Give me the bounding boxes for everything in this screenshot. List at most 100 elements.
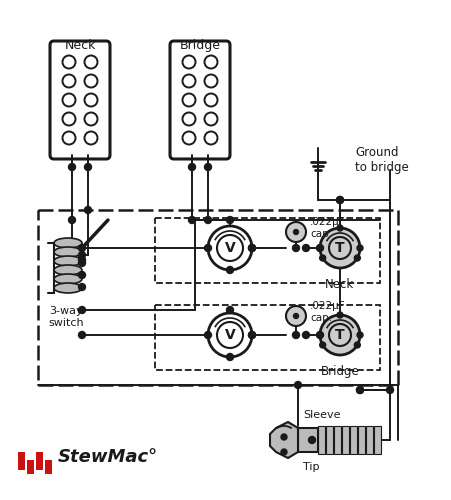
Circle shape — [216, 235, 243, 261]
Circle shape — [78, 256, 85, 264]
Circle shape — [354, 255, 359, 261]
Bar — [27, 460, 34, 474]
Circle shape — [336, 225, 342, 231]
Circle shape — [207, 226, 252, 270]
Circle shape — [204, 332, 211, 338]
Circle shape — [182, 94, 195, 106]
Circle shape — [319, 255, 325, 261]
Circle shape — [281, 434, 286, 440]
Circle shape — [386, 386, 393, 394]
Circle shape — [316, 332, 322, 338]
Bar — [349, 426, 356, 454]
Circle shape — [84, 74, 97, 88]
Circle shape — [204, 94, 217, 106]
Circle shape — [356, 332, 362, 338]
Circle shape — [78, 284, 85, 290]
Ellipse shape — [54, 247, 82, 257]
Ellipse shape — [54, 238, 82, 248]
Bar — [373, 426, 380, 454]
Bar — [341, 426, 348, 454]
Circle shape — [285, 222, 305, 242]
Text: Sleeve: Sleeve — [302, 410, 340, 420]
Circle shape — [328, 237, 350, 259]
Circle shape — [78, 244, 85, 252]
Bar — [318, 426, 324, 454]
Text: StewMac°: StewMac° — [58, 448, 158, 466]
Bar — [333, 426, 340, 454]
Text: T: T — [335, 328, 344, 342]
Circle shape — [226, 266, 233, 274]
Circle shape — [336, 196, 343, 203]
Circle shape — [62, 112, 75, 126]
Circle shape — [308, 436, 315, 444]
Circle shape — [204, 74, 217, 88]
Circle shape — [294, 382, 301, 388]
Text: Bridge: Bridge — [179, 39, 220, 52]
Circle shape — [336, 312, 342, 318]
Circle shape — [84, 164, 91, 170]
Circle shape — [84, 112, 97, 126]
Circle shape — [292, 332, 299, 338]
Circle shape — [356, 386, 363, 394]
Circle shape — [207, 313, 252, 357]
Text: 3-way
switch: 3-way switch — [48, 306, 83, 328]
Circle shape — [248, 332, 255, 338]
Text: Tip: Tip — [302, 462, 319, 472]
Text: Ground
to bridge: Ground to bridge — [354, 146, 408, 174]
Circle shape — [182, 74, 195, 88]
Ellipse shape — [54, 274, 82, 284]
Circle shape — [182, 132, 195, 144]
Circle shape — [62, 132, 75, 144]
Text: V: V — [224, 241, 235, 255]
Text: Bridge: Bridge — [320, 365, 359, 378]
Circle shape — [204, 112, 217, 126]
Polygon shape — [269, 422, 297, 458]
Circle shape — [293, 314, 298, 318]
Text: T: T — [335, 241, 344, 255]
Circle shape — [293, 230, 298, 234]
Circle shape — [78, 260, 85, 266]
Circle shape — [84, 56, 97, 68]
Circle shape — [328, 324, 350, 346]
Circle shape — [319, 315, 359, 355]
Ellipse shape — [54, 256, 82, 266]
Circle shape — [319, 342, 325, 348]
Circle shape — [204, 244, 211, 252]
Circle shape — [78, 306, 85, 314]
Circle shape — [354, 342, 359, 348]
Circle shape — [78, 332, 85, 338]
Circle shape — [204, 132, 217, 144]
Bar — [36, 452, 43, 470]
Circle shape — [336, 196, 343, 203]
Circle shape — [248, 332, 255, 338]
Circle shape — [302, 332, 309, 338]
Ellipse shape — [54, 283, 82, 293]
Circle shape — [84, 132, 97, 144]
Circle shape — [69, 164, 75, 170]
Circle shape — [84, 94, 97, 106]
FancyBboxPatch shape — [170, 41, 230, 159]
Circle shape — [316, 332, 323, 338]
Circle shape — [316, 244, 323, 252]
Circle shape — [302, 244, 309, 252]
Circle shape — [188, 216, 195, 224]
Circle shape — [316, 245, 322, 251]
Circle shape — [182, 112, 195, 126]
Circle shape — [226, 306, 233, 314]
Circle shape — [84, 206, 91, 214]
Circle shape — [182, 56, 195, 68]
Circle shape — [204, 56, 217, 68]
Circle shape — [78, 272, 85, 278]
Circle shape — [356, 245, 362, 251]
Circle shape — [356, 386, 363, 394]
Text: .022μF
cap.: .022μF cap. — [309, 301, 345, 323]
Circle shape — [226, 216, 233, 224]
Circle shape — [226, 354, 233, 360]
Text: Neck: Neck — [64, 39, 96, 52]
Circle shape — [292, 244, 299, 252]
Circle shape — [204, 216, 211, 224]
Circle shape — [62, 94, 75, 106]
Circle shape — [204, 164, 211, 170]
Circle shape — [216, 322, 243, 348]
Bar — [297, 428, 318, 452]
